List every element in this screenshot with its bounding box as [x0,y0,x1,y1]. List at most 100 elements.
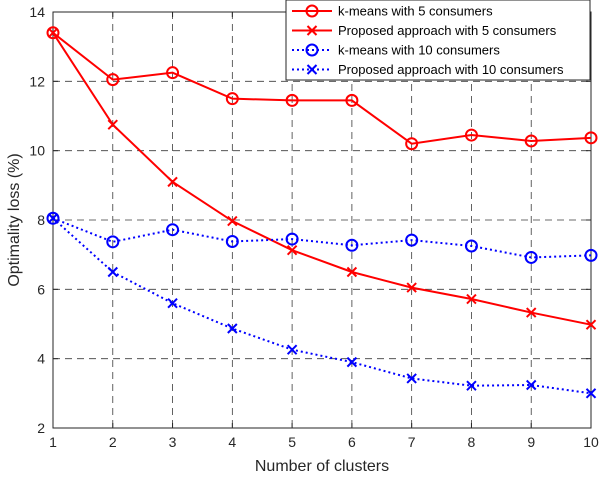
marker-stroke [585,319,597,330]
marker-stroke [585,388,597,399]
data-point-x [167,297,178,309]
marker-stroke [167,176,178,188]
y-tick-label: 6 [37,281,45,297]
data-point-circle [285,93,299,107]
data-point-circle [166,223,180,237]
data-point-x [346,266,358,278]
data-point-x [286,344,298,355]
series-4 [47,213,597,399]
data-point-circle [166,66,180,80]
data-point-x [167,176,178,188]
legend-swatch-marker [305,43,319,57]
data-point-x [526,307,537,318]
x-axis-label: Number of clusters [255,458,389,475]
series-1 [46,26,598,151]
data-point-x [227,215,238,227]
legend-swatch-marker [306,64,318,75]
marker-stroke [346,266,358,278]
marker-stroke [306,25,318,36]
data-point-x [466,380,477,391]
marker-stroke [47,213,59,224]
marker-stroke [227,323,238,334]
series-group [46,26,598,399]
legend-label: Proposed approach with 5 consumers [338,23,557,38]
x-tick-label: 3 [169,434,177,450]
legend-swatch-marker [306,25,318,36]
marker-stroke [406,282,417,293]
series-line [52,32,592,326]
data-point-circle [46,211,60,225]
data-point-x [47,213,59,224]
marker-stroke [107,119,118,130]
marker-stroke [466,380,477,391]
x-tick-label: 9 [527,434,535,450]
marker-stroke [526,307,537,318]
data-point-circle [225,92,239,106]
data-point-x [406,373,417,384]
marker-stroke [346,356,358,368]
data-point-circle [405,233,419,247]
marker-stroke [286,344,298,355]
y-tick-label: 14 [29,4,45,20]
y-tick-label: 8 [37,212,45,228]
marker-stroke [167,297,178,309]
data-point-circle [225,234,239,248]
data-point-circle [345,238,359,252]
legend-box [285,0,591,81]
marker-stroke [466,293,477,305]
data-point-circle [106,235,120,249]
series-line [52,32,592,145]
data-point-x [585,388,597,399]
data-point-circle [285,232,299,246]
data-point-circle [405,137,419,151]
y-tick-label: 2 [37,420,45,436]
series-line [52,217,592,259]
marker-stroke [47,27,59,39]
data-point-circle [584,248,598,262]
data-point-circle [46,26,60,40]
data-point-circle [524,134,538,148]
x-tick-label: 2 [109,434,117,450]
series-3 [46,211,598,264]
legend-entry: k-means with 5 consumers [292,4,493,19]
marker-stroke [306,64,318,75]
data-point-x [227,323,238,334]
marker-stroke [526,379,537,391]
y-tick-label: 12 [29,73,45,89]
legend-swatch-marker [305,4,319,18]
series-2 [47,27,597,330]
data-point-x [286,244,298,256]
data-point-circle [106,73,120,87]
data-point-x [466,293,477,305]
y-tick-label: 4 [37,351,45,367]
data-point-x [406,282,417,293]
data-point-x [585,319,597,330]
data-point-circle [584,131,598,145]
data-point-circle [464,128,478,142]
x-tick-label: 7 [408,434,416,450]
x-tick-label: 4 [228,434,236,450]
x-tick-label: 8 [468,434,476,450]
legend-label: k-means with 5 consumers [338,4,493,19]
data-point-circle [464,239,478,253]
marker-stroke [107,266,118,278]
x-tick-label: 10 [583,434,599,450]
y-tick-label: 10 [29,143,45,159]
data-point-x [346,356,358,368]
series-line [52,217,592,395]
legend-entry: k-means with 10 consumers [292,43,500,58]
y-axis-label: Optimality loss (%) [6,153,23,286]
data-point-circle [524,250,538,264]
marker-stroke [406,373,417,384]
marker-stroke [286,244,298,256]
data-point-x [107,119,118,130]
data-point-x [107,266,118,278]
legend-entry: Proposed approach with 10 consumers [292,62,564,77]
marker-stroke [227,215,238,227]
legend-label: Proposed approach with 10 consumers [338,62,564,77]
data-point-x [47,27,59,39]
data-point-x [526,379,537,391]
x-tick-label: 6 [348,434,356,450]
